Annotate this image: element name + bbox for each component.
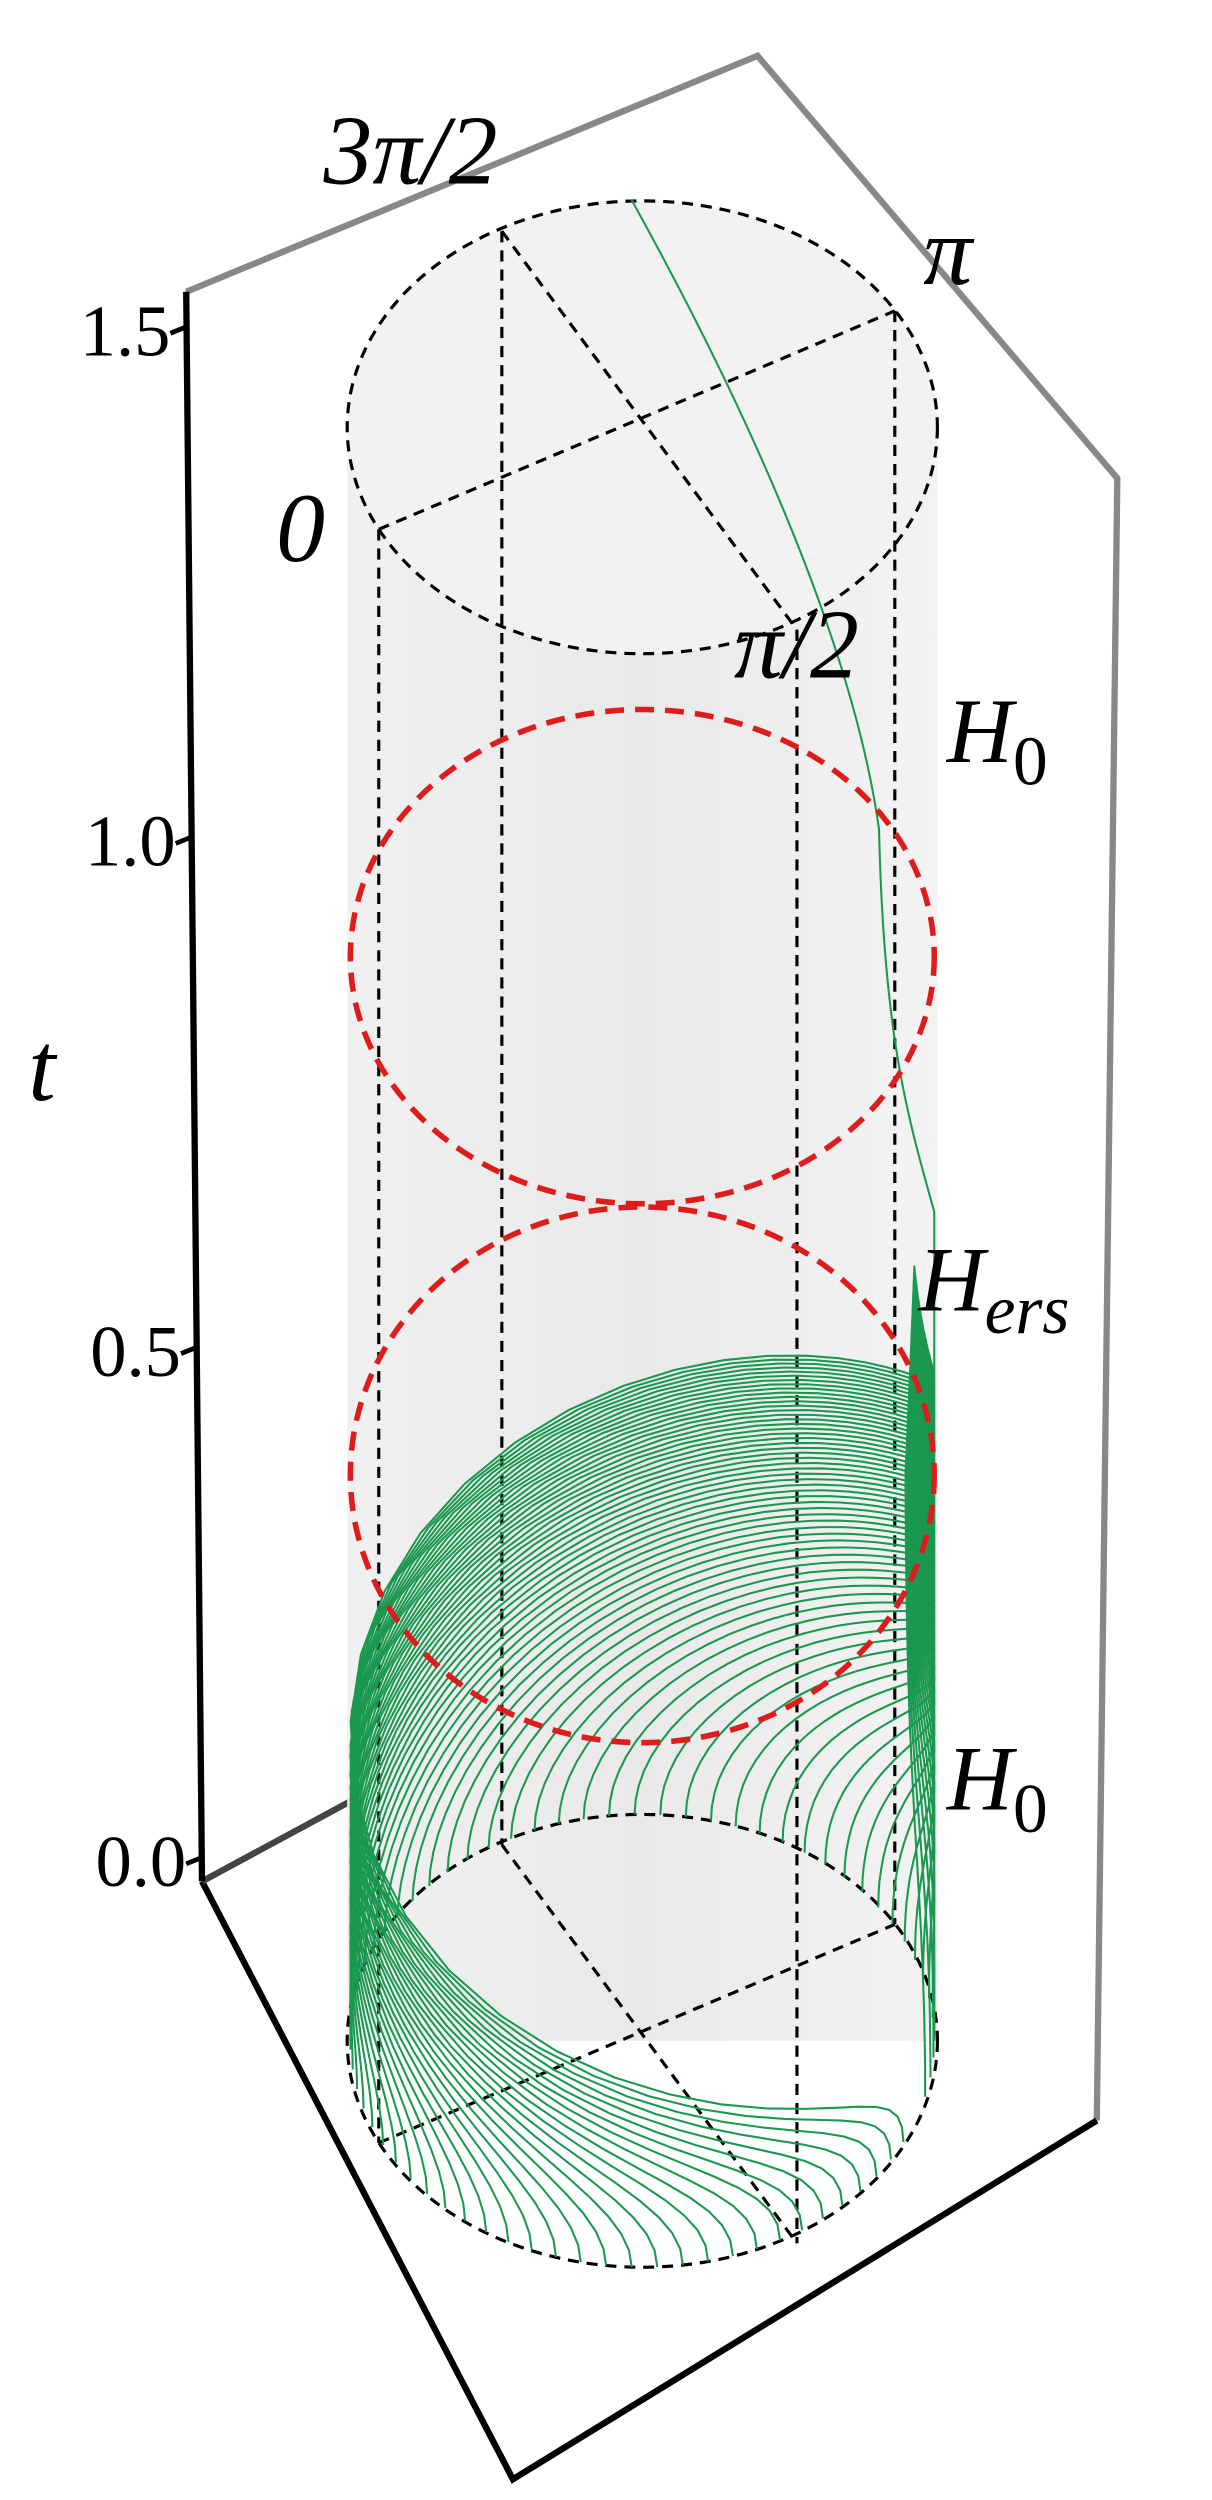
y-tick-label: 1.0 (85, 800, 176, 881)
y-tick-label: 0.5 (90, 1311, 181, 1392)
trajectory (349, 1295, 936, 2262)
annotation-subscript: ers (985, 1272, 1070, 1349)
annotation: H0 (946, 1727, 1048, 1848)
annotation-subscript: 0 (1013, 723, 1048, 800)
annotation-text: H (917, 1228, 989, 1331)
annotation-subscript: 0 (1013, 1771, 1048, 1848)
y-tick (180, 1345, 198, 1356)
annotation-text: H (946, 680, 1018, 783)
annotation: Hers (917, 1228, 1069, 1349)
trajectory (349, 1304, 936, 2268)
y-tick-label: 1.5 (80, 290, 171, 371)
trajectory (630, 198, 936, 2041)
y-axis-label: t (28, 1013, 58, 1123)
angle-label: π (923, 196, 975, 306)
cylinder (345, 199, 939, 2269)
highlight-circles (347, 706, 938, 1746)
trajectory (350, 1268, 936, 2160)
trajectory (350, 1271, 936, 2177)
trajectories (349, 198, 936, 2268)
y-tick (169, 324, 188, 336)
y-tick (185, 1855, 203, 1867)
annotation-text: H (946, 1727, 1018, 1830)
y-axis (183, 291, 206, 1882)
angle-label: 0 (276, 474, 325, 584)
y-tick (174, 834, 193, 846)
trajectory (383, 1373, 936, 1935)
y-tick-label: 0.0 (95, 1821, 186, 1902)
angle-label: π/2 (734, 590, 859, 700)
trajectory (349, 1265, 936, 2143)
trajectory (350, 1280, 936, 2219)
annotation: H0 (946, 680, 1048, 801)
angle-label: 3π/2 (323, 96, 498, 206)
